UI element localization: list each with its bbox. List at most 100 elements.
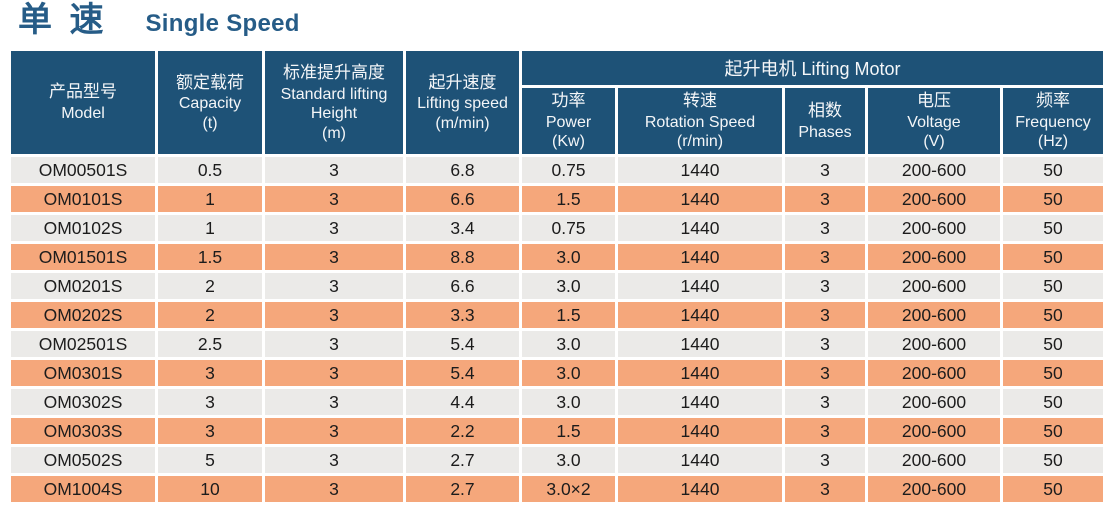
value-cell: 3 — [785, 215, 865, 241]
col-header-power-en: Power — [545, 113, 592, 131]
col-header-power: 功率 Power (Kw) — [522, 88, 615, 154]
col-header-phases-en: Phases — [798, 123, 852, 141]
value-cell: 1440 — [618, 244, 782, 270]
value-cell: 3.0 — [522, 447, 615, 473]
value-cell: 6.6 — [406, 273, 519, 299]
value-cell: 1440 — [618, 215, 782, 241]
value-cell: 0.5 — [158, 157, 262, 183]
value-cell: 3 — [785, 331, 865, 357]
value-cell: 3.4 — [406, 215, 519, 241]
col-header-model-en: Model — [61, 105, 105, 123]
value-cell: 0.75 — [522, 215, 615, 241]
value-cell: 50 — [1003, 418, 1103, 444]
col-header-speed-zh: 起升速度 — [428, 72, 497, 92]
value-cell: 1440 — [618, 360, 782, 386]
value-cell: 1440 — [618, 302, 782, 328]
col-header-frequency-zh: 频率 — [1036, 91, 1070, 111]
value-cell: 5.4 — [406, 360, 519, 386]
value-cell: 200-600 — [868, 331, 1000, 357]
value-cell: 3 — [265, 302, 403, 328]
value-cell: 3 — [785, 244, 865, 270]
value-cell: 3.0 — [522, 389, 615, 415]
value-cell: 1440 — [618, 447, 782, 473]
value-cell: 200-600 — [868, 273, 1000, 299]
value-cell: 50 — [1003, 302, 1103, 328]
value-cell: 5.4 — [406, 331, 519, 357]
model-cell: OM00501S — [11, 157, 155, 183]
value-cell: 200-600 — [868, 447, 1000, 473]
catalog-page: 单 速 Single Speed 产品型号 Model 额定载荷 Capacit… — [8, 1, 1112, 502]
model-cell: OM01501S — [11, 244, 155, 270]
value-cell: 5 — [158, 447, 262, 473]
value-cell: 3.0×2 — [522, 476, 615, 502]
value-cell: 200-600 — [868, 476, 1000, 502]
value-cell: 50 — [1003, 273, 1103, 299]
value-cell: 3.0 — [522, 244, 615, 270]
title-english: Single Speed — [145, 10, 300, 37]
col-header-height-en: Standard lifting Height — [280, 85, 388, 123]
page-title: 单 速 Single Speed — [8, 1, 1112, 48]
value-cell: 2 — [158, 302, 262, 328]
value-cell: 200-600 — [868, 215, 1000, 241]
model-cell: OM0502S — [11, 447, 155, 473]
col-header-model: 产品型号 Model — [11, 51, 155, 154]
table-row: OM01501S 1.5 3 8.8 3.0 1440 3 200-600 50 — [11, 244, 1103, 270]
value-cell: 3 — [785, 389, 865, 415]
value-cell: 200-600 — [868, 389, 1000, 415]
col-header-capacity: 额定载荷 Capacity (t) — [158, 51, 262, 154]
model-cell: OM0302S — [11, 389, 155, 415]
value-cell: 2.7 — [406, 447, 519, 473]
model-cell: OM02501S — [11, 331, 155, 357]
value-cell: 50 — [1003, 331, 1103, 357]
value-cell: 1440 — [618, 389, 782, 415]
value-cell: 1.5 — [522, 302, 615, 328]
value-cell: 50 — [1003, 215, 1103, 241]
group-header-lifting-motor: 起升电机 Lifting Motor — [522, 51, 1103, 85]
model-cell: OM1004S — [11, 476, 155, 502]
value-cell: 3 — [785, 302, 865, 328]
value-cell: 2.7 — [406, 476, 519, 502]
value-cell: 3 — [265, 244, 403, 270]
col-header-phases: 相数 Phases — [785, 88, 865, 154]
value-cell: 6.8 — [406, 157, 519, 183]
value-cell: 200-600 — [868, 418, 1000, 444]
value-cell: 50 — [1003, 389, 1103, 415]
table-header: 产品型号 Model 额定载荷 Capacity (t) 标准提升高度 Stan… — [11, 51, 1103, 154]
col-header-power-zh: 功率 — [551, 91, 586, 111]
value-cell: 3.0 — [522, 331, 615, 357]
value-cell: 1.5 — [158, 244, 262, 270]
col-header-rotation-zh: 转速 — [683, 91, 717, 111]
model-cell: OM0303S — [11, 418, 155, 444]
table-row: OM0301S 3 3 5.4 3.0 1440 3 200-600 50 — [11, 360, 1103, 386]
value-cell: 2 — [158, 273, 262, 299]
value-cell: 3 — [265, 273, 403, 299]
value-cell: 50 — [1003, 186, 1103, 212]
value-cell: 200-600 — [868, 186, 1000, 212]
value-cell: 3 — [785, 157, 865, 183]
value-cell: 3 — [785, 186, 865, 212]
value-cell: 1 — [158, 215, 262, 241]
value-cell: 6.6 — [406, 186, 519, 212]
value-cell: 3 — [265, 215, 403, 241]
value-cell: 1440 — [618, 186, 782, 212]
value-cell: 2.2 — [406, 418, 519, 444]
value-cell: 3 — [785, 360, 865, 386]
value-cell: 3 — [265, 476, 403, 502]
value-cell: 50 — [1003, 360, 1103, 386]
table-row: OM0101S 1 3 6.6 1.5 1440 3 200-600 50 — [11, 186, 1103, 212]
value-cell: 4.4 — [406, 389, 519, 415]
model-cell: OM0101S — [11, 186, 155, 212]
value-cell: 3 — [265, 389, 403, 415]
col-header-phases-zh: 相数 — [808, 100, 842, 120]
value-cell: 3.0 — [522, 360, 615, 386]
value-cell: 1440 — [618, 331, 782, 357]
value-cell: 3 — [785, 273, 865, 299]
value-cell: 3 — [265, 418, 403, 444]
value-cell: 3 — [265, 447, 403, 473]
value-cell: 3.0 — [522, 273, 615, 299]
col-header-frequency-en: Frequency — [1015, 113, 1091, 131]
table-row: OM0302S 3 3 4.4 3.0 1440 3 200-600 50 — [11, 389, 1103, 415]
value-cell: 1440 — [618, 157, 782, 183]
title-chinese: 单 速 — [18, 1, 108, 39]
model-cell: OM0102S — [11, 215, 155, 241]
